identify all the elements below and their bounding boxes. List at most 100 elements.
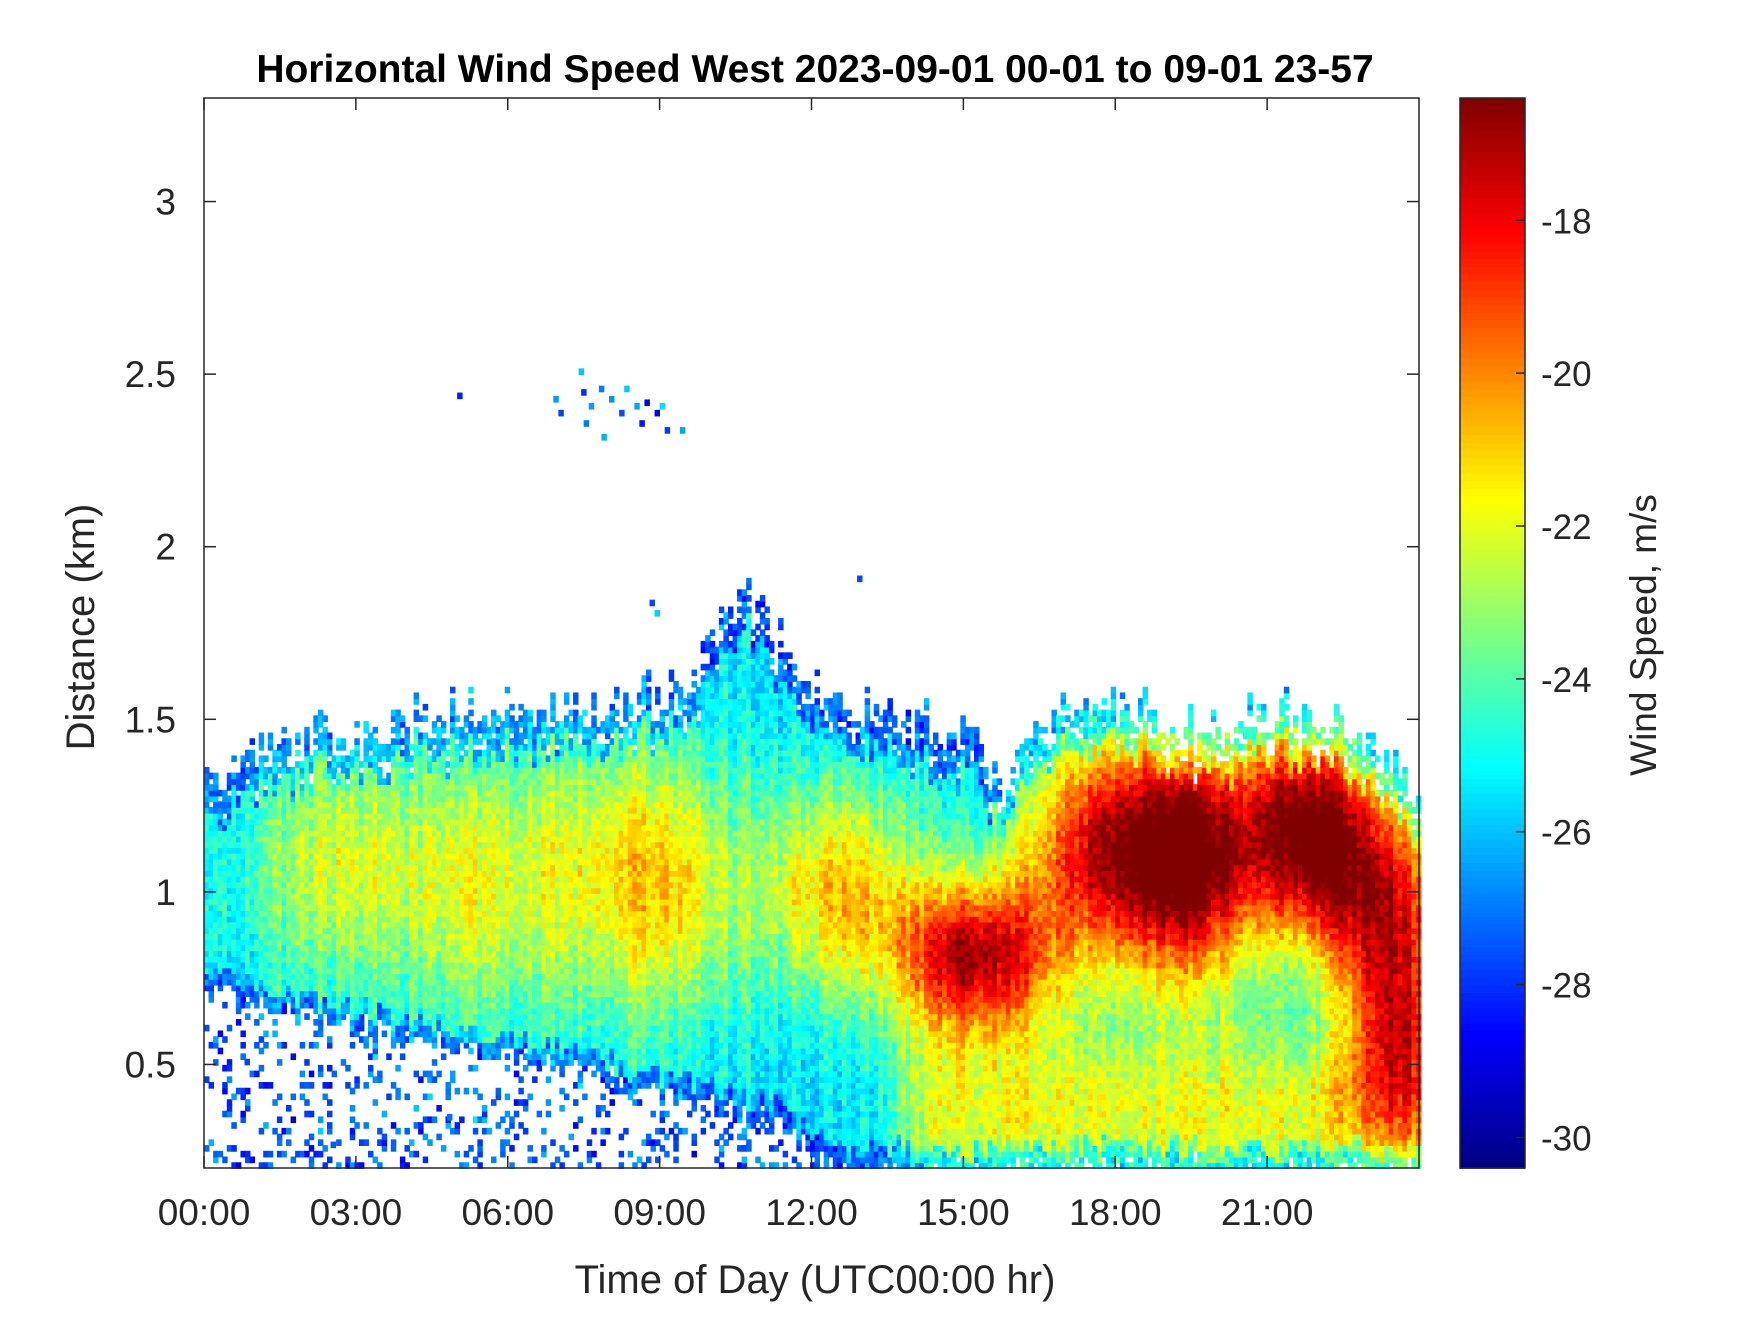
heatmap-cell xyxy=(263,1041,269,1049)
heatmap-cell xyxy=(363,1041,369,1049)
heatmap-cell xyxy=(486,950,492,957)
heatmap-cell xyxy=(491,1024,497,1032)
heatmap-cell xyxy=(240,915,246,923)
heatmap-cell xyxy=(491,864,497,871)
heatmap-cell xyxy=(267,990,274,998)
heatmap-cell xyxy=(431,761,438,768)
heatmap-cell xyxy=(550,1024,556,1032)
heatmap-cell xyxy=(454,1036,461,1043)
heatmap-cell xyxy=(399,927,406,934)
heatmap-cell xyxy=(272,887,278,894)
heatmap-cell xyxy=(459,847,465,854)
heatmap-cell xyxy=(377,852,383,860)
heatmap-cell xyxy=(595,807,602,814)
heatmap-cell xyxy=(600,973,606,980)
heatmap-cell xyxy=(313,749,319,757)
heatmap-cell xyxy=(491,1036,497,1043)
heatmap-cell xyxy=(468,761,474,768)
heatmap-cell xyxy=(440,858,447,866)
heatmap-cell xyxy=(604,973,611,980)
heatmap-cell xyxy=(235,812,242,820)
heatmap-cell xyxy=(409,1013,415,1020)
heatmap-cell xyxy=(208,772,215,780)
heatmap-cell xyxy=(381,898,388,906)
heatmap-cell xyxy=(208,875,215,883)
heatmap-cell xyxy=(308,824,315,831)
heatmap-cell xyxy=(222,852,228,860)
heatmap-cell xyxy=(577,1059,584,1066)
heatmap-cell xyxy=(286,887,292,894)
heatmap-cell xyxy=(500,841,506,849)
heatmap-cell xyxy=(563,749,570,757)
heatmap-cell xyxy=(372,1076,379,1083)
heatmap-cell xyxy=(290,784,297,791)
heatmap-cell xyxy=(258,990,265,998)
heatmap-cell xyxy=(404,795,410,803)
heatmap-cell xyxy=(245,864,251,871)
heatmap-cell xyxy=(504,1053,511,1061)
heatmap-cell xyxy=(509,990,515,998)
heatmap-cell xyxy=(358,870,365,877)
heatmap-cell xyxy=(586,892,593,900)
heatmap-cell xyxy=(586,755,593,763)
heatmap-cell xyxy=(481,789,488,797)
heatmap-cell xyxy=(454,961,461,969)
heatmap-cell xyxy=(381,807,388,814)
heatmap-cell xyxy=(349,835,356,843)
heatmap-cell xyxy=(536,892,543,900)
heatmap-cell xyxy=(527,915,533,923)
heatmap-cell xyxy=(468,927,474,934)
heatmap-cell xyxy=(290,807,297,814)
heatmap-cell xyxy=(468,686,474,694)
heatmap-cell xyxy=(413,978,420,986)
heatmap-cell xyxy=(586,921,593,929)
heatmap-cell xyxy=(272,978,278,986)
heatmap-cell xyxy=(390,818,397,826)
heatmap-cell xyxy=(491,824,497,831)
heatmap-cell xyxy=(235,795,242,803)
heatmap-cell xyxy=(381,841,388,849)
heatmap-cell xyxy=(518,938,524,946)
heatmap-cell xyxy=(213,795,219,803)
heatmap-cell xyxy=(604,938,611,946)
heatmap-cell xyxy=(381,801,388,808)
heatmap-cell xyxy=(436,875,442,883)
heatmap-cell xyxy=(258,829,265,837)
heatmap-cell xyxy=(491,801,497,808)
heatmap-cell xyxy=(204,864,210,871)
heatmap-cell xyxy=(495,870,502,877)
heatmap-cell xyxy=(604,732,611,740)
heatmap-cell xyxy=(536,795,543,803)
heatmap-cell xyxy=(468,881,474,889)
heatmap-cell xyxy=(463,875,470,883)
heatmap-cell xyxy=(450,784,456,791)
heatmap-cell xyxy=(245,875,251,883)
heatmap-cell xyxy=(399,892,406,900)
heatmap-cell xyxy=(450,978,456,986)
heatmap-cell xyxy=(604,744,611,751)
heatmap-cell xyxy=(258,875,265,883)
heatmap-cell xyxy=(281,990,287,998)
heatmap-cell xyxy=(582,1001,588,1009)
heatmap-cell xyxy=(381,755,388,763)
heatmap-cell xyxy=(336,784,342,791)
heatmap-cell xyxy=(249,847,256,854)
heatmap-cell xyxy=(313,824,319,831)
heatmap-cell xyxy=(204,1024,210,1032)
heatmap-cell xyxy=(204,950,210,957)
heatmap-cell xyxy=(486,910,492,917)
heatmap-cell xyxy=(272,766,278,774)
heatmap-cell xyxy=(527,898,533,906)
heatmap-cell xyxy=(463,990,470,998)
heatmap-cell xyxy=(290,864,297,871)
heatmap-cell xyxy=(231,967,237,975)
heatmap-cell xyxy=(500,904,506,912)
heatmap-cell xyxy=(235,1019,242,1026)
heatmap-cell xyxy=(495,990,502,998)
heatmap-cell xyxy=(431,766,438,774)
heatmap-cell xyxy=(445,990,451,998)
heatmap-cell xyxy=(431,1116,438,1124)
heatmap-cell xyxy=(436,847,442,854)
heatmap-cell xyxy=(463,732,470,740)
heatmap-cell xyxy=(500,950,506,957)
